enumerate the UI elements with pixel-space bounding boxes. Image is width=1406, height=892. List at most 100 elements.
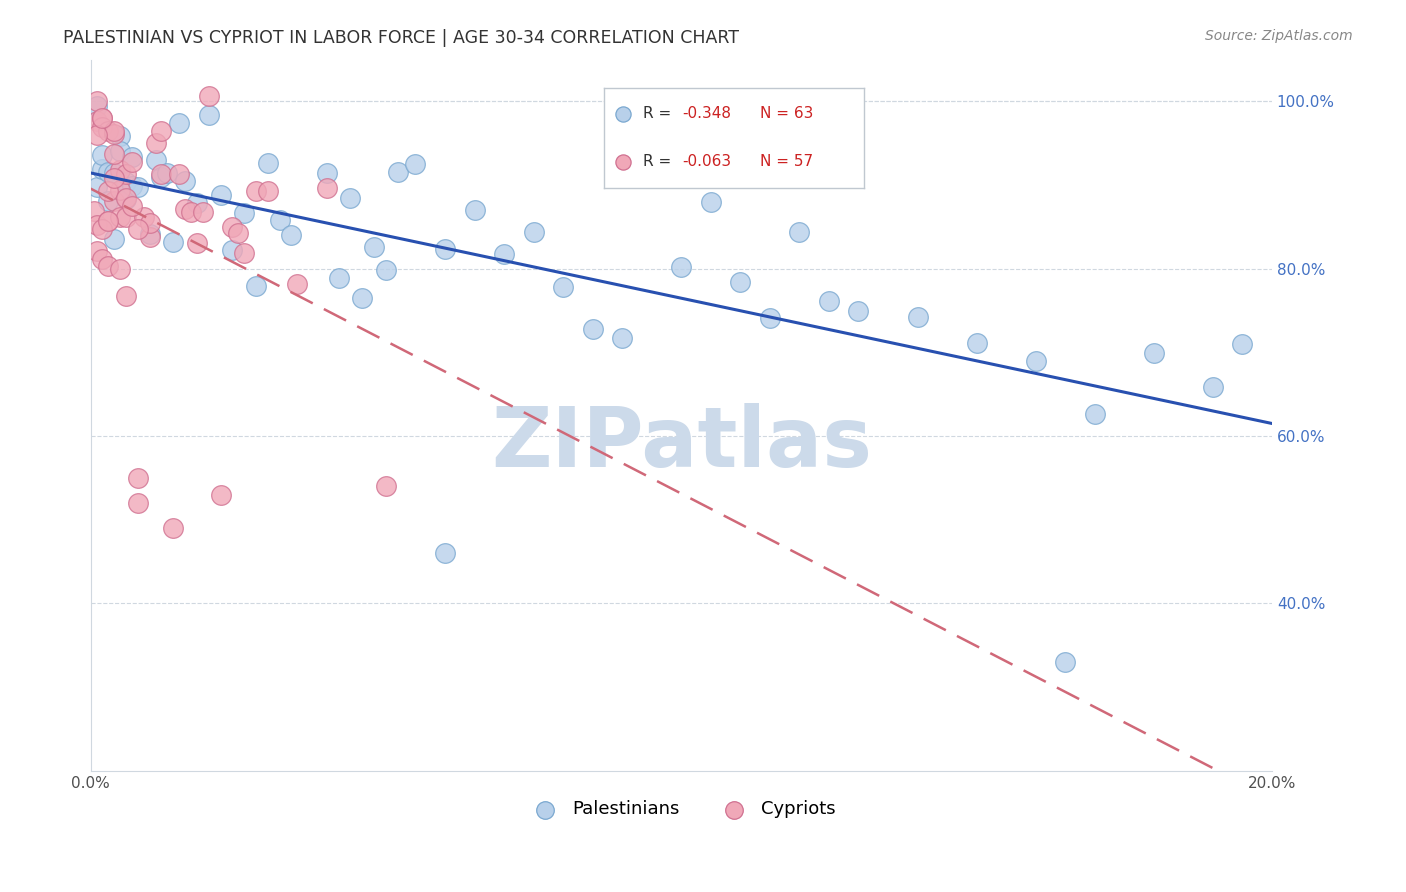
Point [759,310,782,325]
Point [434,242,457,256]
Point [108,162,131,177]
Point [167,167,190,181]
Point [91,111,114,125]
Point [523,225,546,239]
Point [97,259,120,273]
Point [197,107,219,121]
Point [374,263,396,277]
Point [115,192,138,206]
Point [97,185,120,199]
Point [1143,345,1166,359]
Point [86,99,108,113]
Point [671,260,693,274]
Point [91,252,114,266]
Point [108,261,131,276]
Point [285,277,308,291]
Point [233,206,256,220]
Point [91,120,114,134]
Point [352,291,374,305]
Point [1025,353,1047,368]
Legend: Palestinians, Cypriots: Palestinians, Cypriots [520,793,842,826]
Point [434,546,457,560]
Point [103,171,125,186]
Point [612,331,634,345]
Point [1232,336,1254,351]
Point [315,166,337,180]
Point [256,184,278,198]
Point [103,166,125,180]
Point [339,191,361,205]
Point [138,227,160,242]
Point [1202,379,1225,393]
Point [553,280,575,294]
Point [121,155,143,169]
Point [1054,655,1077,669]
Point [174,202,197,216]
Point [91,111,114,125]
Point [582,321,605,335]
Point [108,183,131,197]
Point [127,221,149,235]
Point [404,157,426,171]
Point [245,185,267,199]
Point [174,173,197,187]
Point [127,496,149,510]
Point [108,145,131,159]
Point [97,124,120,138]
Point [150,124,173,138]
Point [127,471,149,485]
Point [115,175,138,189]
Point [115,191,138,205]
Point [97,164,120,178]
Point [191,204,214,219]
Point [162,521,184,535]
Point [86,219,108,233]
Point [86,180,108,194]
Point [280,227,302,242]
Point [121,199,143,213]
Point [233,246,256,260]
Text: ZIPatlas: ZIPatlas [491,403,872,484]
Point [156,166,179,180]
Point [91,162,114,177]
Point [138,215,160,229]
Point [315,180,337,194]
Point [97,214,120,228]
Point [86,244,108,258]
Point [167,116,190,130]
Point [138,230,160,244]
Point [103,128,125,142]
Point [789,225,811,239]
Point [256,155,278,169]
Point [91,148,114,162]
Point [91,222,114,236]
Point [966,335,988,350]
Point [86,128,108,142]
Point [121,179,143,194]
Point [730,276,752,290]
Point [221,243,243,257]
Point [186,235,208,250]
Point [86,113,108,128]
Point [186,196,208,211]
Point [197,88,219,103]
Point [86,95,108,109]
Point [848,304,870,318]
Point [700,195,723,210]
Point [374,479,396,493]
Point [363,240,385,254]
Point [180,205,202,219]
Point [209,188,232,202]
Point [103,146,125,161]
Point [494,247,516,261]
Point [245,279,267,293]
Point [328,271,350,285]
Point [269,213,291,227]
Point [108,128,131,143]
Point [132,210,155,224]
Point [145,136,167,150]
Point [162,235,184,249]
Point [97,194,120,209]
Point [103,194,125,209]
Point [127,179,149,194]
